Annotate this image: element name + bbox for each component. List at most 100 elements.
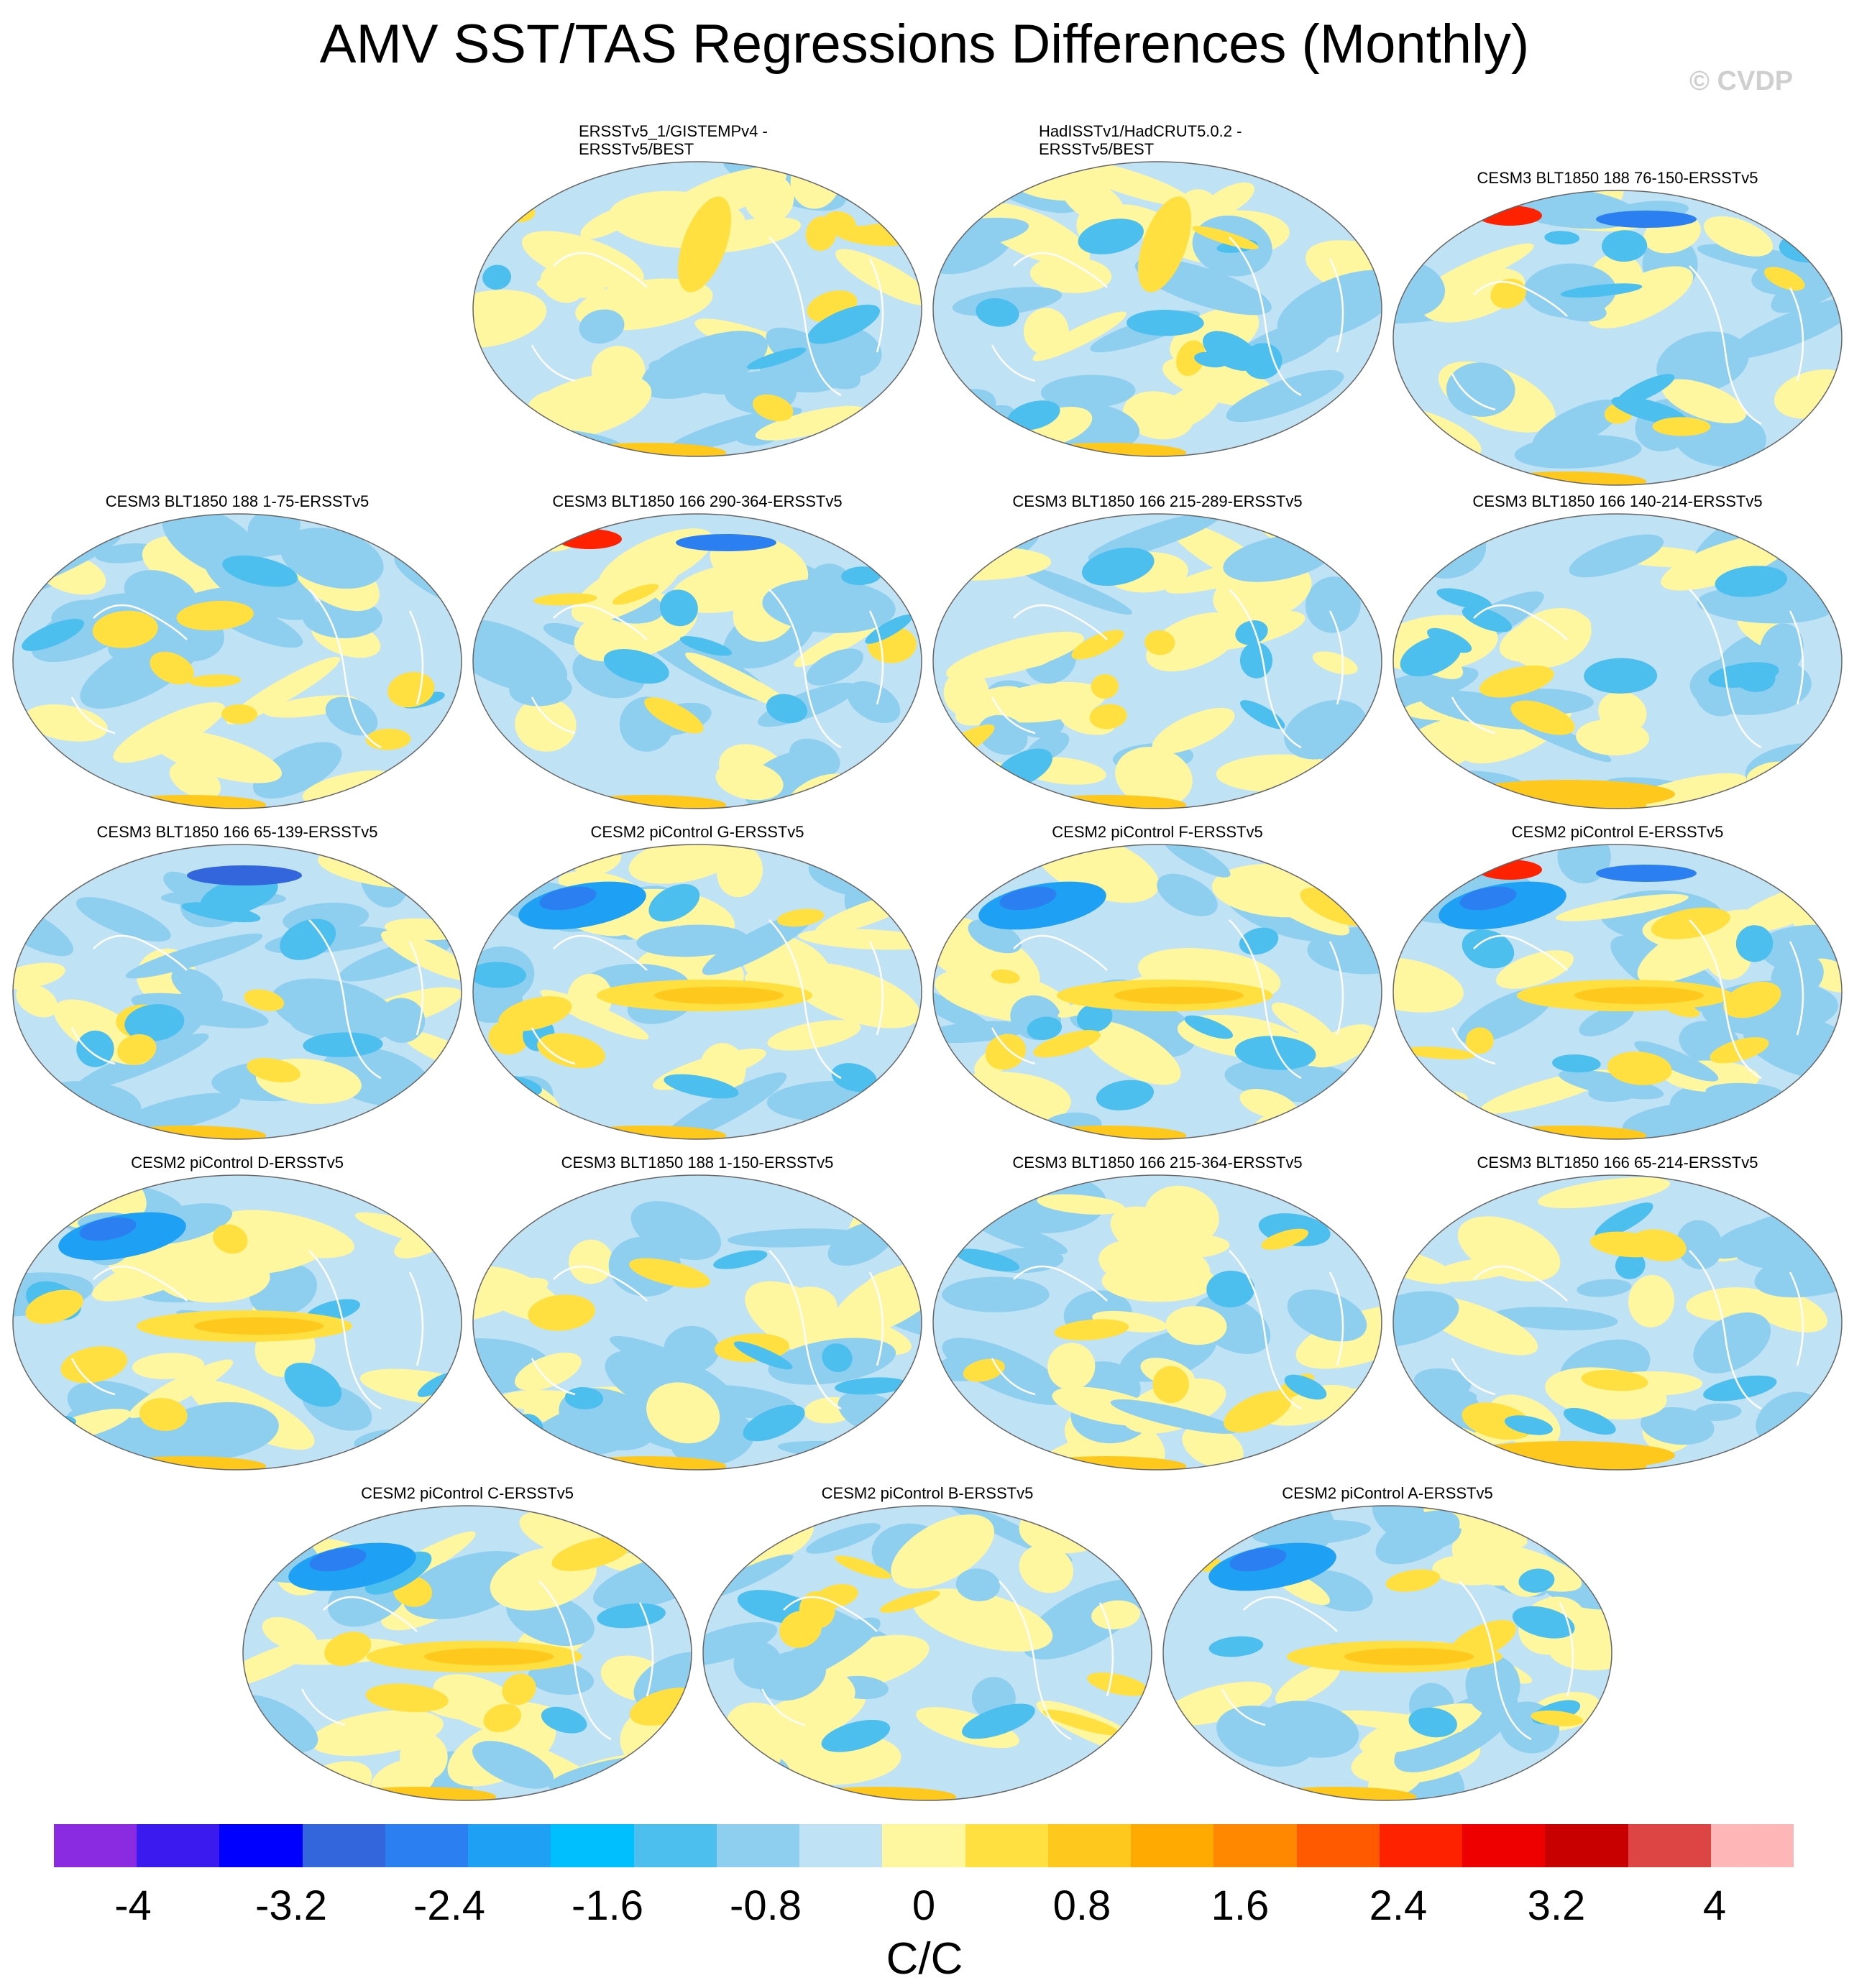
anomaly-region bbox=[1162, 845, 1231, 878]
colorbar-swatch bbox=[1213, 1824, 1298, 1867]
anomaly-region bbox=[365, 1683, 449, 1713]
anomaly-region bbox=[303, 1032, 383, 1057]
anomaly-region bbox=[1261, 1228, 1308, 1250]
coastline bbox=[991, 236, 1344, 397]
panel-title: CESM2 piControl A-ERSSTv5 bbox=[1157, 1484, 1618, 1502]
anomaly-region bbox=[1234, 1036, 1316, 1070]
anomaly-region bbox=[1052, 1386, 1162, 1426]
anomaly-region bbox=[1676, 1220, 1722, 1270]
anomaly-region bbox=[1661, 379, 1746, 424]
anomaly-region bbox=[1492, 1307, 1618, 1330]
panel-title-line: CESM3 BLT1850 166 215-364-ERSSTv5 bbox=[1012, 1154, 1303, 1172]
anomaly-region bbox=[766, 694, 807, 724]
anomaly-region bbox=[933, 1094, 999, 1126]
colorbar-swatch bbox=[551, 1824, 635, 1867]
anomaly-region bbox=[835, 1377, 908, 1395]
anomaly-region bbox=[991, 969, 1020, 984]
anomaly-region bbox=[823, 211, 856, 235]
anomaly-region bbox=[1531, 1710, 1583, 1726]
anomaly-region bbox=[125, 933, 263, 979]
anomaly-region bbox=[579, 1392, 679, 1450]
anomaly-region bbox=[1584, 658, 1658, 694]
anomaly-region bbox=[1462, 929, 1515, 969]
map-panel: CESM3 BLT1850 166 65-139-ERSSTv5 bbox=[7, 805, 467, 1140]
anomaly-region bbox=[1560, 283, 1643, 298]
map-panel: CESM3 BLT1850 188 76-150-ERSSTv5 bbox=[1387, 151, 1848, 486]
anomaly-region bbox=[1763, 267, 1805, 291]
anomaly-region bbox=[745, 1281, 852, 1358]
anomaly-region bbox=[1033, 1030, 1101, 1058]
anomaly-region bbox=[610, 1335, 701, 1375]
anomaly-region bbox=[1140, 1233, 1230, 1259]
anomaly-region bbox=[789, 738, 840, 777]
anomaly-region bbox=[1091, 673, 1119, 699]
anomaly-region bbox=[1462, 606, 1513, 632]
anomaly-region bbox=[1201, 182, 1254, 218]
colorbar-tick-label: -1.6 bbox=[572, 1882, 643, 1929]
anomaly-region bbox=[1686, 1287, 1776, 1321]
anomaly-region bbox=[799, 1591, 835, 1629]
anomaly-region bbox=[861, 414, 920, 454]
map-panel: CESM3 BLT1850 166 65-214-ERSSTv5 bbox=[1387, 1136, 1848, 1471]
anomaly-region bbox=[213, 1224, 248, 1254]
map-outline bbox=[932, 844, 1382, 1140]
anomaly-region bbox=[1235, 620, 1268, 645]
anomaly-region bbox=[567, 973, 612, 1022]
anomaly-region bbox=[1152, 1366, 1189, 1404]
robinson-map bbox=[1393, 844, 1843, 1140]
anomaly-region bbox=[150, 729, 283, 783]
anomaly-region bbox=[1465, 1655, 1520, 1716]
anomaly-region bbox=[509, 672, 572, 707]
anomaly-region bbox=[1007, 400, 1060, 431]
anomaly-region bbox=[1082, 1021, 1181, 1085]
anomaly-region bbox=[1446, 362, 1515, 417]
anomaly-region bbox=[703, 1621, 778, 1666]
anomaly-region bbox=[1595, 1202, 1653, 1238]
colorbar-swatch bbox=[633, 1824, 717, 1867]
panel-title-line: CESM3 BLT1850 188 1-150-ERSSTv5 bbox=[561, 1154, 834, 1172]
anomaly-region bbox=[473, 178, 507, 218]
colorbar-swatch bbox=[1131, 1824, 1214, 1867]
map-panel: CESM2 piControl C-ERSSTv5 bbox=[237, 1466, 697, 1801]
anomaly-region bbox=[1305, 576, 1361, 633]
anomaly-region bbox=[1771, 953, 1824, 998]
anomaly-region bbox=[648, 884, 700, 922]
anomaly-region bbox=[243, 1639, 320, 1690]
anomaly-region bbox=[1091, 1600, 1141, 1630]
map-outline bbox=[1393, 513, 1843, 809]
map-panel: HadISSTv1/HadCRUT5.0.2 - ERSSTv5/BEST bbox=[927, 122, 1387, 457]
anomaly-region bbox=[132, 1353, 205, 1379]
anomaly-region bbox=[702, 911, 815, 975]
anomaly-region bbox=[841, 566, 881, 586]
coastline bbox=[531, 589, 884, 749]
anomaly-region bbox=[1710, 1037, 1769, 1064]
anomaly-region bbox=[1017, 565, 1133, 615]
anomaly-region bbox=[806, 648, 863, 686]
coastline bbox=[991, 919, 1344, 1080]
coastline bbox=[761, 1580, 1114, 1741]
map-panel: CESM2 piControl F-ERSSTv5 bbox=[927, 805, 1387, 1140]
anomaly-region bbox=[1451, 1528, 1525, 1586]
panel-title-line: ERSSTv5/BEST bbox=[579, 140, 694, 158]
robinson-map bbox=[1393, 190, 1843, 486]
anomaly-region bbox=[1165, 1306, 1227, 1345]
anomaly-region bbox=[1579, 1004, 1634, 1036]
anomaly-region bbox=[537, 1033, 605, 1069]
anomaly-region bbox=[325, 696, 378, 736]
anomaly-region bbox=[568, 1239, 614, 1284]
panel-title: CESM3 BLT1850 166 65-139-ERSSTv5 bbox=[7, 823, 467, 841]
anomaly-region bbox=[1559, 1069, 1664, 1100]
anomaly-region bbox=[564, 1387, 604, 1409]
anomaly-region bbox=[1375, 1510, 1460, 1565]
map-panel: CESM2 piControl E-ERSSTv5 bbox=[1387, 805, 1848, 1140]
panel-title: CESM3 BLT1850 166 65-214-ERSSTv5 bbox=[1387, 1154, 1848, 1172]
anomaly-region bbox=[743, 1404, 805, 1442]
anomaly-region bbox=[473, 962, 526, 988]
anomaly-region bbox=[533, 593, 597, 606]
colorbar-tick-label: 0.8 bbox=[1052, 1882, 1111, 1929]
anomaly-region bbox=[1393, 1291, 1459, 1347]
robinson-map bbox=[472, 161, 922, 457]
anomaly-region bbox=[1022, 1580, 1146, 1660]
anomaly-region bbox=[1504, 1415, 1553, 1435]
anomaly-region bbox=[176, 601, 254, 631]
